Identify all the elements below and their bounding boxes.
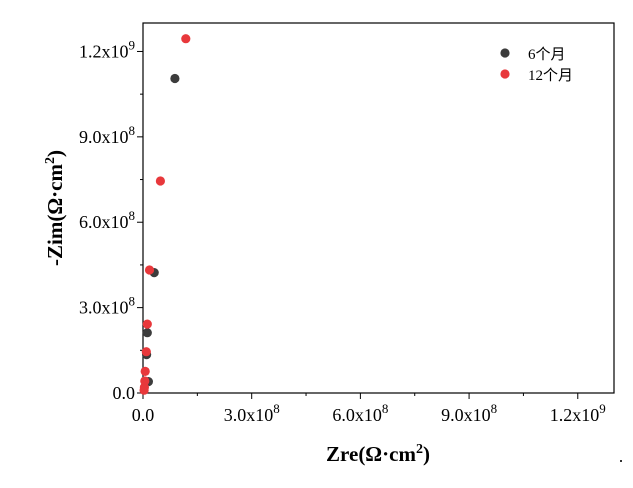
legend-marker-series-0 xyxy=(500,48,510,58)
data-point-series-1 xyxy=(140,366,150,376)
y-axis-title: -Zim(Ω·cm2) xyxy=(43,150,67,266)
data-point-series-1 xyxy=(142,319,152,329)
legend-label-series-1: 12个月 xyxy=(528,67,573,84)
y-tick-label: 3.0x108 xyxy=(79,294,135,318)
data-point-series-1 xyxy=(181,34,191,44)
stray-dot xyxy=(620,460,622,462)
legend-label-series-0: 6个月 xyxy=(528,46,566,63)
y-tick-label: 6.0x108 xyxy=(79,208,135,232)
x-tick-label: 3.0x108 xyxy=(224,401,280,425)
data-point-series-1 xyxy=(155,176,165,186)
data-point-series-1 xyxy=(144,265,155,275)
y-tick-label: 9.0x108 xyxy=(79,123,135,147)
y-tick-label: 1.2x109 xyxy=(79,37,135,61)
legend: 6个月 12个月 xyxy=(500,46,573,84)
plot-frame xyxy=(142,22,615,394)
x-tick-label: 6.0x108 xyxy=(332,401,388,425)
data-point-series-1 xyxy=(141,347,151,357)
x-tick-label: 0.0 xyxy=(132,405,155,425)
x-tick-label: 9.0x108 xyxy=(441,401,497,425)
x-axis-title: Zre(Ω·cm2) xyxy=(326,442,430,466)
x-axis-ticks: 0.0 3.0x108 6.0x108 9.0x108 1.2x109 xyxy=(132,393,606,425)
data-point-series-0 xyxy=(142,328,152,338)
y-axis-ticks: 0.0 3.0x108 6.0x108 9.0x108 1.2x109 xyxy=(79,37,143,403)
data-point-series-0 xyxy=(170,73,180,84)
data-points xyxy=(139,34,191,395)
y-tick-label: 0.0 xyxy=(113,383,136,403)
data-point-series-1 xyxy=(140,376,150,386)
x-tick-label: 1.2x109 xyxy=(550,401,606,425)
legend-marker-series-1 xyxy=(500,69,510,79)
